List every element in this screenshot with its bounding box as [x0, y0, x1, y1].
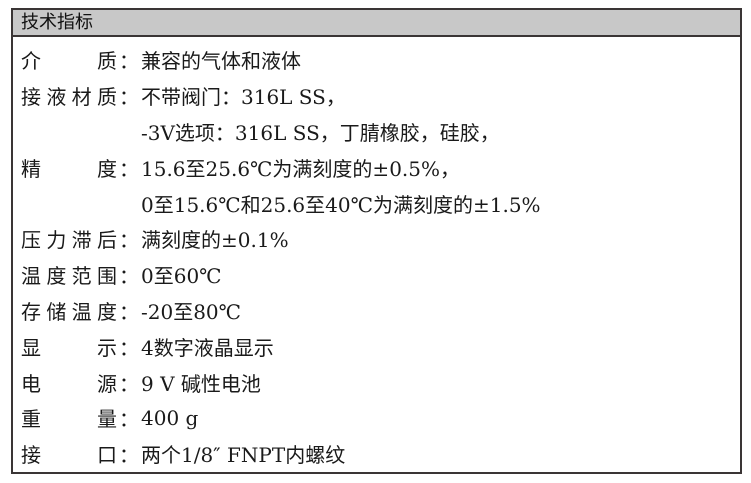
- spec-value: 不带阀门：316L SS，: [141, 85, 346, 110]
- spec-label: 显示: [21, 335, 117, 360]
- spec-label: 接液材质: [21, 85, 117, 110]
- spec-value: 15.6至25.6℃为满刻度的±0.5%，: [141, 156, 461, 181]
- spec-label: 介质: [21, 49, 117, 74]
- spec-colon: ：: [119, 264, 139, 289]
- spec-label: 温度范围: [21, 264, 117, 289]
- spec-label: 重量: [21, 407, 117, 432]
- spec-row: 0至15.6℃和25.6至40℃为满刻度的±1.5%: [21, 185, 740, 221]
- spec-row: 接口：两个1/8″ FNPT内螺纹: [21, 436, 740, 472]
- spec-row: 接液材质：不带阀门：316L SS，: [21, 78, 740, 114]
- spec-colon: ：: [119, 156, 139, 181]
- spec-value: 0至15.6℃和25.6至40℃为满刻度的±1.5%: [141, 192, 541, 217]
- spec-value: 9 V 碱性电池: [141, 371, 261, 396]
- spec-colon: ：: [119, 299, 139, 324]
- spec-value: -20至80℃: [141, 299, 242, 324]
- spec-label: 存储温度: [21, 299, 117, 324]
- spec-label: 压力滞后: [21, 228, 117, 253]
- spec-row: 重量： 400 g: [21, 400, 740, 436]
- spec-colon: ：: [119, 228, 139, 253]
- spec-row: 显示： 4数字液晶显示: [21, 328, 740, 364]
- spec-row: 介质：兼容的气体和液体: [21, 42, 740, 78]
- spec-row: -3V选项：316L SS，丁腈橡胶，硅胶，: [21, 114, 740, 150]
- spec-colon: ：: [119, 443, 139, 468]
- spec-label: 接口: [21, 443, 117, 468]
- spec-row: 压力滞后：满刻度的±0.1%: [21, 221, 740, 257]
- spec-value: 两个1/8″ FNPT内螺纹: [141, 443, 346, 468]
- spec-row: 存储温度： -20至80℃: [21, 293, 740, 329]
- spec-value: -3V选项：316L SS，丁腈橡胶，硅胶，: [141, 120, 500, 145]
- spec-colon: ：: [119, 335, 139, 360]
- spec-colon: ：: [119, 85, 139, 110]
- spec-label: 精度: [21, 156, 117, 181]
- spec-rows: 介质：兼容的气体和液体 接液材质：不带阀门：316L SS， -3V选项：316L …: [21, 42, 740, 472]
- spec-value: 满刻度的±0.1%: [141, 228, 289, 253]
- spec-value: 0至60℃: [141, 264, 222, 289]
- spec-table: 技术指标 介质：兼容的气体和液体 接液材质：不带阀门：316L SS， -3V选项：…: [11, 8, 742, 474]
- spec-colon: ：: [119, 371, 139, 396]
- spec-row: 电源： 9 V 碱性电池: [21, 364, 740, 400]
- spec-row: 温度范围： 0至60℃: [21, 257, 740, 293]
- spec-row: 精度： 15.6至25.6℃为满刻度的±0.5%，: [21, 149, 740, 185]
- table-header: 技术指标: [13, 10, 740, 37]
- spec-colon: ：: [119, 407, 139, 432]
- spec-label: 电源: [21, 371, 117, 396]
- spec-colon: ：: [119, 49, 139, 74]
- spec-value: 400 g: [141, 405, 199, 430]
- spec-value: 兼容的气体和液体: [141, 49, 301, 74]
- spec-value: 4数字液晶显示: [141, 335, 274, 360]
